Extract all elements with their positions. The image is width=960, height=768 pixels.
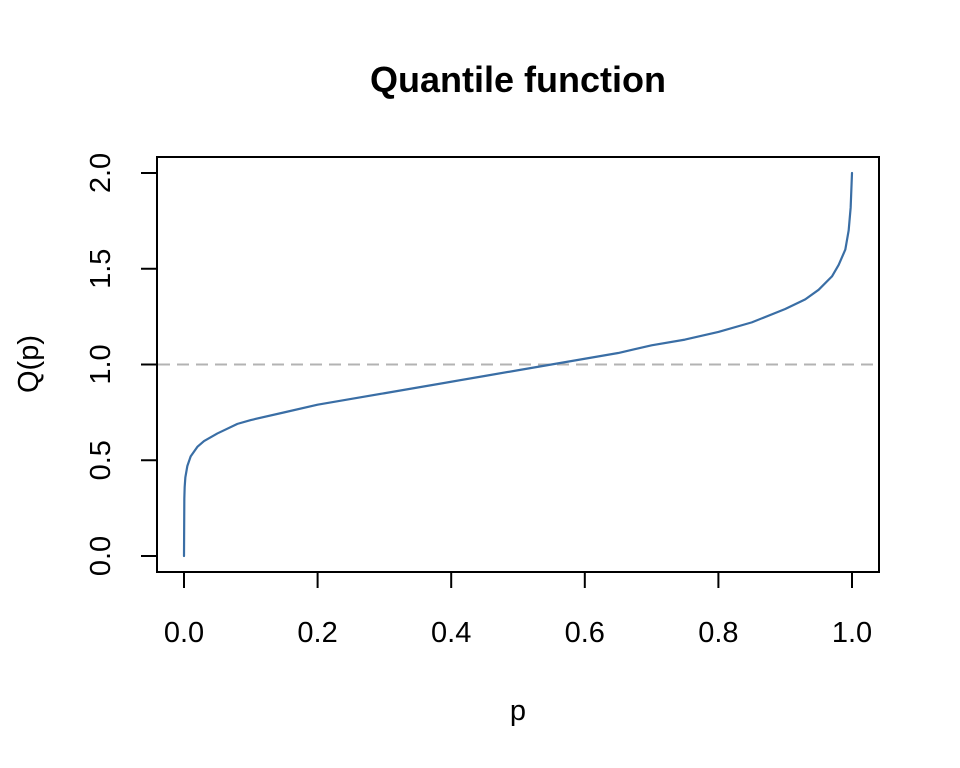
y-tick-label: 0.0 (85, 536, 117, 576)
series-group (182, 171, 854, 558)
chart-title: Quantile function (370, 59, 666, 100)
x-tick-label: 0.8 (698, 617, 738, 649)
x-tick-label: 0.0 (164, 617, 204, 649)
x-axis: 0.0 0.2 0.4 0.6 0.8 1.0 (164, 571, 872, 649)
x-tick-label: 0.6 (565, 617, 605, 649)
y-tick-label: 2.0 (85, 153, 117, 193)
x-axis-label: p (510, 695, 526, 727)
y-tick-label: 0.5 (85, 440, 117, 480)
y-tick-label: 1.5 (85, 249, 117, 289)
x-tick-label: 0.2 (297, 617, 337, 649)
x-tick-label: 1.0 (832, 617, 872, 649)
series-line (182, 171, 854, 558)
y-axis: 0.0 0.5 1.0 1.5 2.0 (85, 153, 158, 576)
x-tick-label: 0.4 (431, 617, 471, 649)
y-axis-label: Q(p) (13, 335, 45, 393)
y-tick-label: 1.0 (85, 344, 117, 384)
